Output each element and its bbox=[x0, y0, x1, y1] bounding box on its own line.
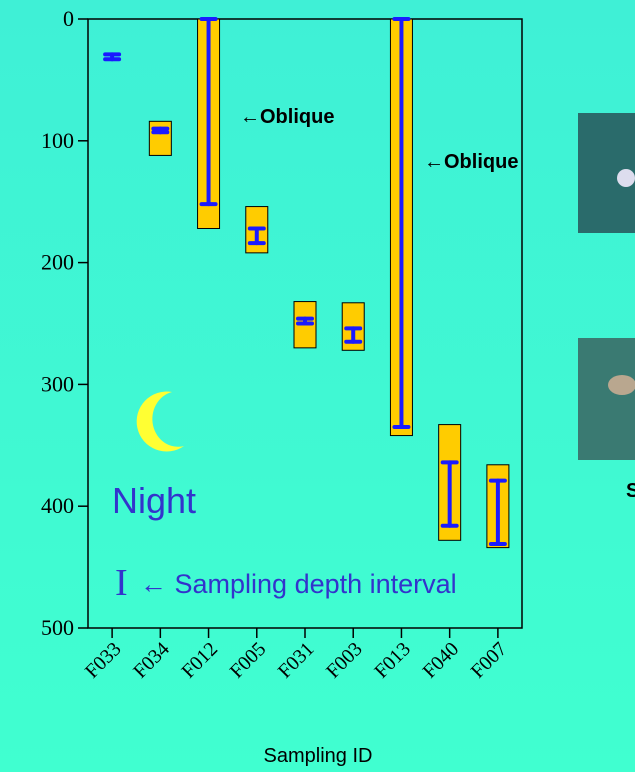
photo-detail bbox=[608, 375, 635, 395]
y-tick-label: 400 bbox=[41, 493, 74, 518]
interval bbox=[153, 129, 167, 133]
x-tick-label: F012 bbox=[177, 638, 222, 683]
page: ←Oblique ←Oblique Night I ← Sampling dep… bbox=[0, 0, 635, 772]
x-tick-label: F034 bbox=[129, 638, 174, 683]
annotation: ←Oblique bbox=[240, 106, 334, 128]
photo-detail bbox=[617, 169, 635, 187]
x-tick-label: F003 bbox=[322, 638, 367, 683]
y-tick-label: 200 bbox=[41, 250, 74, 275]
x-axis-label: Sampling ID bbox=[264, 745, 373, 767]
annotation: ←Oblique bbox=[424, 151, 518, 173]
y-tick-label: 300 bbox=[41, 371, 74, 396]
x-tick-label: F005 bbox=[226, 638, 271, 683]
y-tick-label: 500 bbox=[41, 615, 74, 640]
x-tick-label: F013 bbox=[370, 638, 415, 683]
x-tick-label: F033 bbox=[81, 638, 126, 683]
y-tick-label: 0 bbox=[63, 6, 74, 31]
interval bbox=[105, 54, 119, 59]
annotation: I bbox=[115, 562, 128, 604]
photo bbox=[578, 338, 635, 460]
annotation: ← Sampling depth interval bbox=[140, 569, 457, 599]
x-tick-label: F007 bbox=[467, 638, 512, 683]
x-tick-label: F031 bbox=[274, 638, 319, 683]
annotation: Night bbox=[112, 480, 196, 521]
x-tick-label: F040 bbox=[419, 638, 464, 683]
y-tick-label: 100 bbox=[41, 128, 74, 153]
moon bbox=[137, 392, 184, 452]
chart: ←Oblique ←Oblique Night I ← Sampling dep… bbox=[0, 0, 635, 772]
annotation: S bbox=[626, 480, 635, 502]
range-box bbox=[149, 121, 171, 155]
